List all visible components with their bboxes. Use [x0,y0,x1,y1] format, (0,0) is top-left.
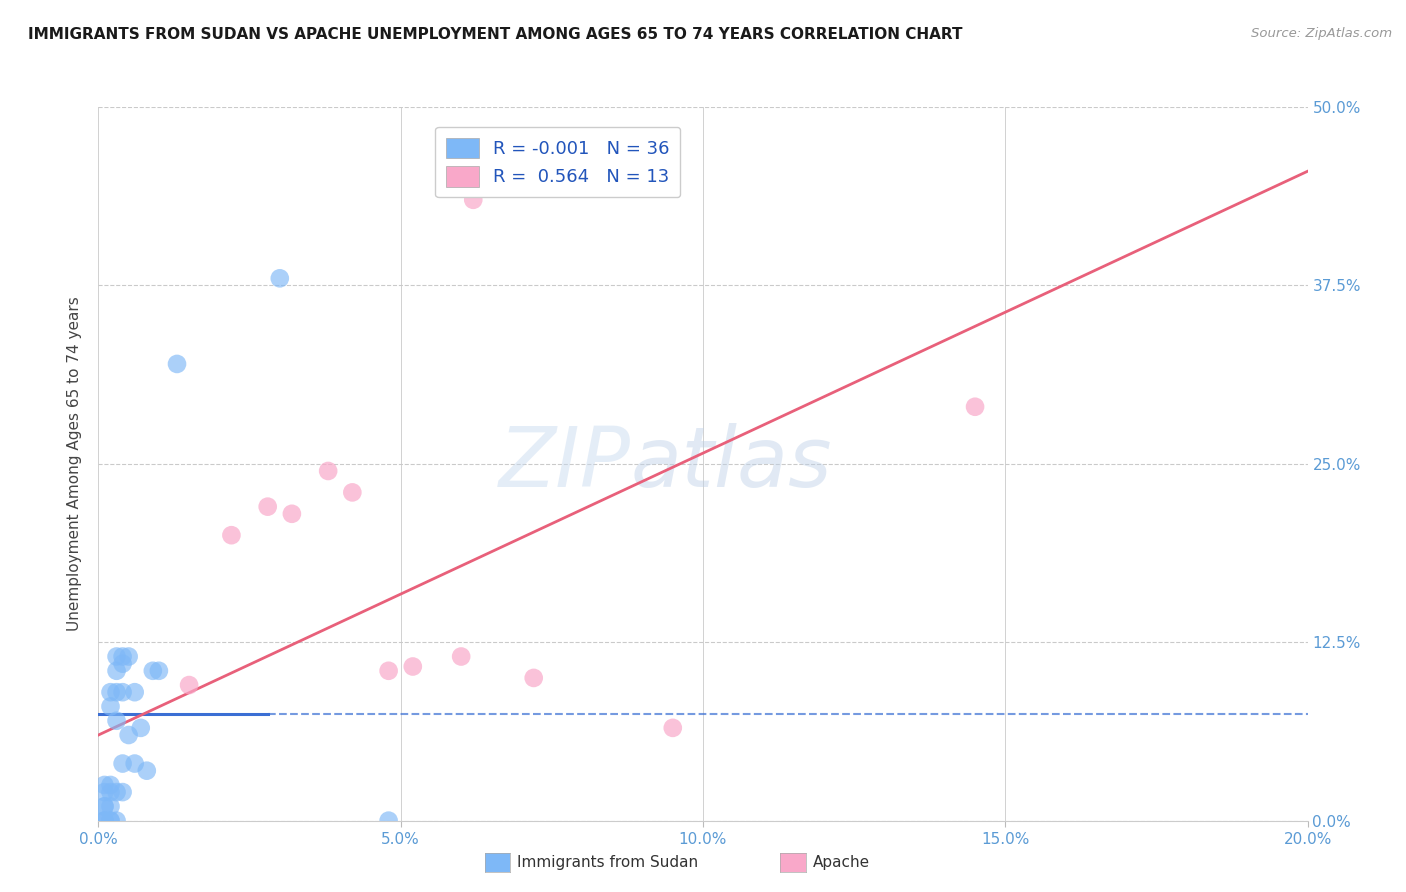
Point [105,785,128,799]
Point [450,649,472,664]
Point [662,721,685,735]
Point [111,649,134,664]
Text: IMMIGRANTS FROM SUDAN VS APACHE UNEMPLOYMENT AMONG AGES 65 TO 74 YEARS CORRELATI: IMMIGRANTS FROM SUDAN VS APACHE UNEMPLOY… [28,27,963,42]
Point [111,657,134,671]
Point [93,814,115,828]
Point [118,728,141,742]
Point [93,799,115,814]
Point [100,778,122,792]
Y-axis label: Unemployment Among Ages 65 to 74 years: Unemployment Among Ages 65 to 74 years [67,296,83,632]
Point [377,814,399,828]
Point [316,464,339,478]
Text: atlas: atlas [630,424,832,504]
Point [100,685,122,699]
Point [269,271,291,285]
Text: ZIP: ZIP [499,424,630,504]
Legend: R = -0.001   N = 36, R =  0.564   N = 13: R = -0.001 N = 36, R = 0.564 N = 13 [436,127,681,197]
Point [135,764,157,778]
Point [281,507,304,521]
Point [111,756,134,771]
Point [142,664,165,678]
Point [105,714,128,728]
Point [111,785,134,799]
Point [124,756,146,771]
Point [100,814,122,828]
Point [523,671,546,685]
Point [402,659,425,673]
Point [342,485,364,500]
Point [377,664,399,678]
Point [124,685,146,699]
Point [111,685,134,699]
Point [100,814,122,828]
Point [93,814,115,828]
Point [166,357,188,371]
Point [105,685,128,699]
Point [105,814,128,828]
Point [965,400,987,414]
Point [100,785,122,799]
Text: Source: ZipAtlas.com: Source: ZipAtlas.com [1251,27,1392,40]
Point [93,778,115,792]
Point [100,799,122,814]
Point [105,649,128,664]
Point [463,193,485,207]
Point [256,500,278,514]
Point [100,699,122,714]
Point [105,664,128,678]
Text: Apache: Apache [813,855,870,870]
Point [93,785,115,799]
Point [129,721,152,735]
Point [148,664,170,678]
Point [179,678,201,692]
Point [93,799,115,814]
Point [118,649,141,664]
Point [221,528,243,542]
Text: Immigrants from Sudan: Immigrants from Sudan [517,855,699,870]
Point [93,814,115,828]
